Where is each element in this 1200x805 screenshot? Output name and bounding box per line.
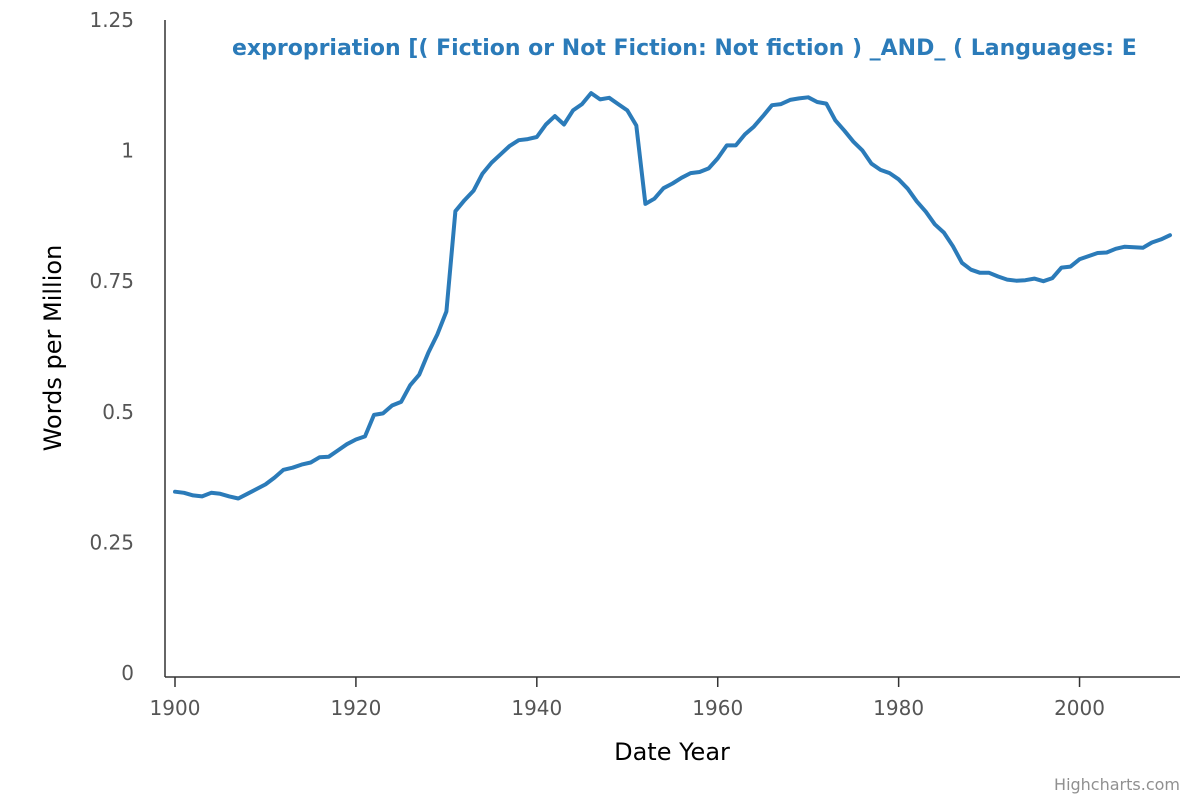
series-label: expropriation [( Fiction or Not Fiction:… <box>232 36 1137 61</box>
y-tick-label: 0.5 <box>102 400 134 424</box>
x-tick-labels: 1900 1920 1940 1960 1980 2000 <box>150 677 1105 720</box>
x-axis-title: Date Year <box>614 738 730 766</box>
y-tick-label: 0.75 <box>89 269 134 293</box>
x-tick-label: 1940 <box>511 696 562 720</box>
y-tick-label: 1 <box>121 139 134 163</box>
y-axis-title: Words per Million <box>39 245 67 452</box>
series-group <box>173 91 1172 501</box>
y-tick-labels: 0 0.25 0.5 0.75 1 1.25 <box>89 8 134 685</box>
x-tick-label: 1920 <box>330 696 381 720</box>
x-tick-label: 2000 <box>1054 696 1105 720</box>
x-tick-label: 1980 <box>873 696 924 720</box>
y-tick-label: 1.25 <box>89 8 134 32</box>
credits-link[interactable]: Highcharts.com <box>1054 775 1180 794</box>
series-line[interactable] <box>173 91 1172 501</box>
x-tick-label: 1900 <box>150 696 201 720</box>
x-tick-label: 1960 <box>692 696 743 720</box>
y-tick-label: 0 <box>121 661 134 685</box>
y-tick-label: 0.25 <box>89 530 134 554</box>
